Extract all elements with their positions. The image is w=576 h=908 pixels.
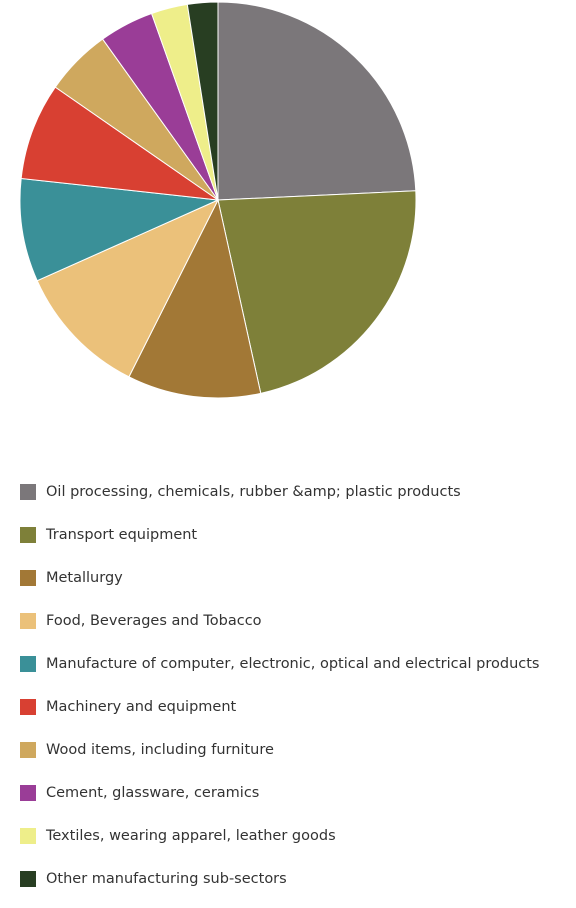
legend-label-9: Other manufacturing sub-sectors (46, 870, 287, 887)
legend-label-4: Manufacture of computer, electronic, opt… (46, 655, 540, 672)
pie-slice-2 (128, 198, 262, 399)
legend-swatch-9 (20, 870, 36, 887)
legend-swatch-0 (20, 483, 36, 500)
legend-label-3: Food, Beverages and Tobacco (46, 612, 262, 629)
pie-slice-4 (19, 177, 220, 282)
legend-item-9: Other manufacturing sub-sectors (20, 857, 570, 900)
legend-item-4: Manufacture of computer, electronic, opt… (20, 642, 570, 685)
legend-item-0: Oil processing, chemicals, rubber &amp; … (20, 470, 570, 513)
legend-item-6: Wood items, including furniture (20, 728, 570, 771)
legend-label-8: Textiles, wearing apparel, leather goods (46, 827, 336, 844)
legend-swatch-7 (20, 784, 36, 801)
legend-item-8: Textiles, wearing apparel, leather goods (20, 814, 570, 857)
legend-label-7: Cement, glassware, ceramics (46, 784, 260, 801)
legend-swatch-4 (20, 655, 36, 672)
pie-chart (0, 0, 576, 420)
pie-slice-1 (217, 190, 417, 394)
legend-item-5: Machinery and equipment (20, 685, 570, 728)
pie-slice-3 (36, 198, 220, 378)
legend-label-2: Metallurgy (46, 569, 123, 586)
legend-swatch-2 (20, 569, 36, 586)
pie-svg (19, 1, 417, 399)
legend-label-1: Transport equipment (46, 526, 198, 543)
legend-item-2: Metallurgy (20, 556, 570, 599)
pie-slice-9 (186, 1, 219, 201)
legend-swatch-3 (20, 612, 36, 629)
legend-item-1: Transport equipment (20, 513, 570, 556)
legend-swatch-5 (20, 698, 36, 715)
legend-label-6: Wood items, including furniture (46, 741, 274, 758)
chart-legend: Oil processing, chemicals, rubber &amp; … (20, 470, 570, 900)
legend-label-5: Machinery and equipment (46, 698, 237, 715)
legend-item-7: Cement, glassware, ceramics (20, 771, 570, 814)
legend-swatch-6 (20, 741, 36, 758)
legend-swatch-1 (20, 526, 36, 543)
pie-slice-0 (217, 1, 417, 201)
legend-label-0: Oil processing, chemicals, rubber &amp; … (46, 483, 461, 500)
legend-swatch-8 (20, 827, 36, 844)
pie-slice-5 (20, 86, 219, 201)
legend-item-3: Food, Beverages and Tobacco (20, 599, 570, 642)
